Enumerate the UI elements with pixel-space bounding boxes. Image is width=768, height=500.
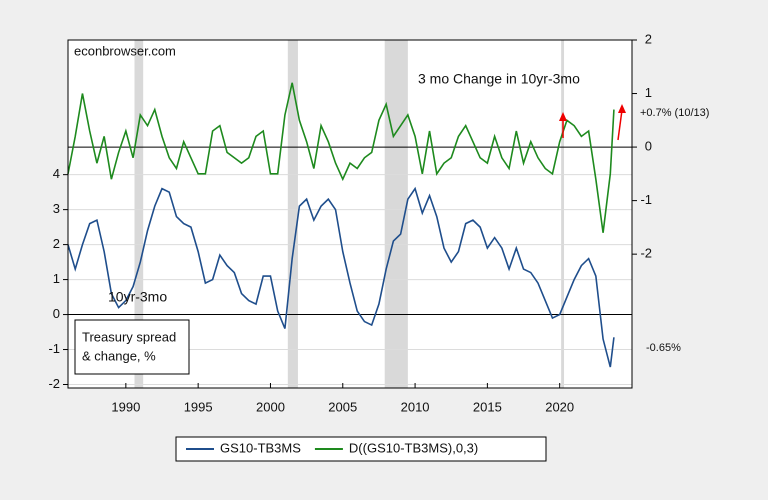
x-tick-label: 2005 [328,399,357,414]
arrow [617,109,623,141]
y2-tick-label: -2 [640,246,652,261]
plot-frame [67,39,633,389]
recession-band [287,40,298,388]
annotation: -0.65% [646,342,681,354]
y-tick-label: 4 [53,166,60,181]
y-tick-label: 3 [53,201,60,216]
arrow-head [559,112,567,121]
x-tick-label: 2020 [545,399,574,414]
x-tick-label: 2000 [256,399,285,414]
series-line [67,82,615,233]
annotation: 10yr-3mo [108,289,167,305]
legend-label: GS10-TB3MS [220,440,301,455]
note-box [74,319,190,375]
y2-tick-label: -1 [640,192,652,207]
y2-tick-label: 2 [645,31,652,46]
x-tick-label: 1995 [184,399,213,414]
y-tick-label: 1 [53,271,60,286]
series-line [67,186,615,368]
annotation: 3 mo Change in 10yr-3mo [418,71,580,87]
legend-label: D((GS10-TB3MS),0,3) [349,440,478,455]
y-tick-label: -1 [48,341,60,356]
recession-band [134,40,144,388]
arrow-head [618,104,626,113]
note-text: & change, % [82,348,156,363]
y-tick-label: -2 [48,376,60,391]
x-tick-label: 2015 [473,399,502,414]
source-label: econbrowser.com [74,43,176,58]
y-tick-label: 0 [53,306,60,321]
y2-tick-label: 1 [645,85,652,100]
legend-box [175,436,547,462]
note-text: Treasury spread [82,329,176,344]
annotation: +0.7% (10/13) [640,107,709,119]
y-tick-label: 2 [53,236,60,251]
x-tick-label: 2010 [401,399,430,414]
recession-band [561,40,565,388]
y2-tick-label: 0 [645,139,652,154]
x-tick-label: 1990 [111,399,140,414]
